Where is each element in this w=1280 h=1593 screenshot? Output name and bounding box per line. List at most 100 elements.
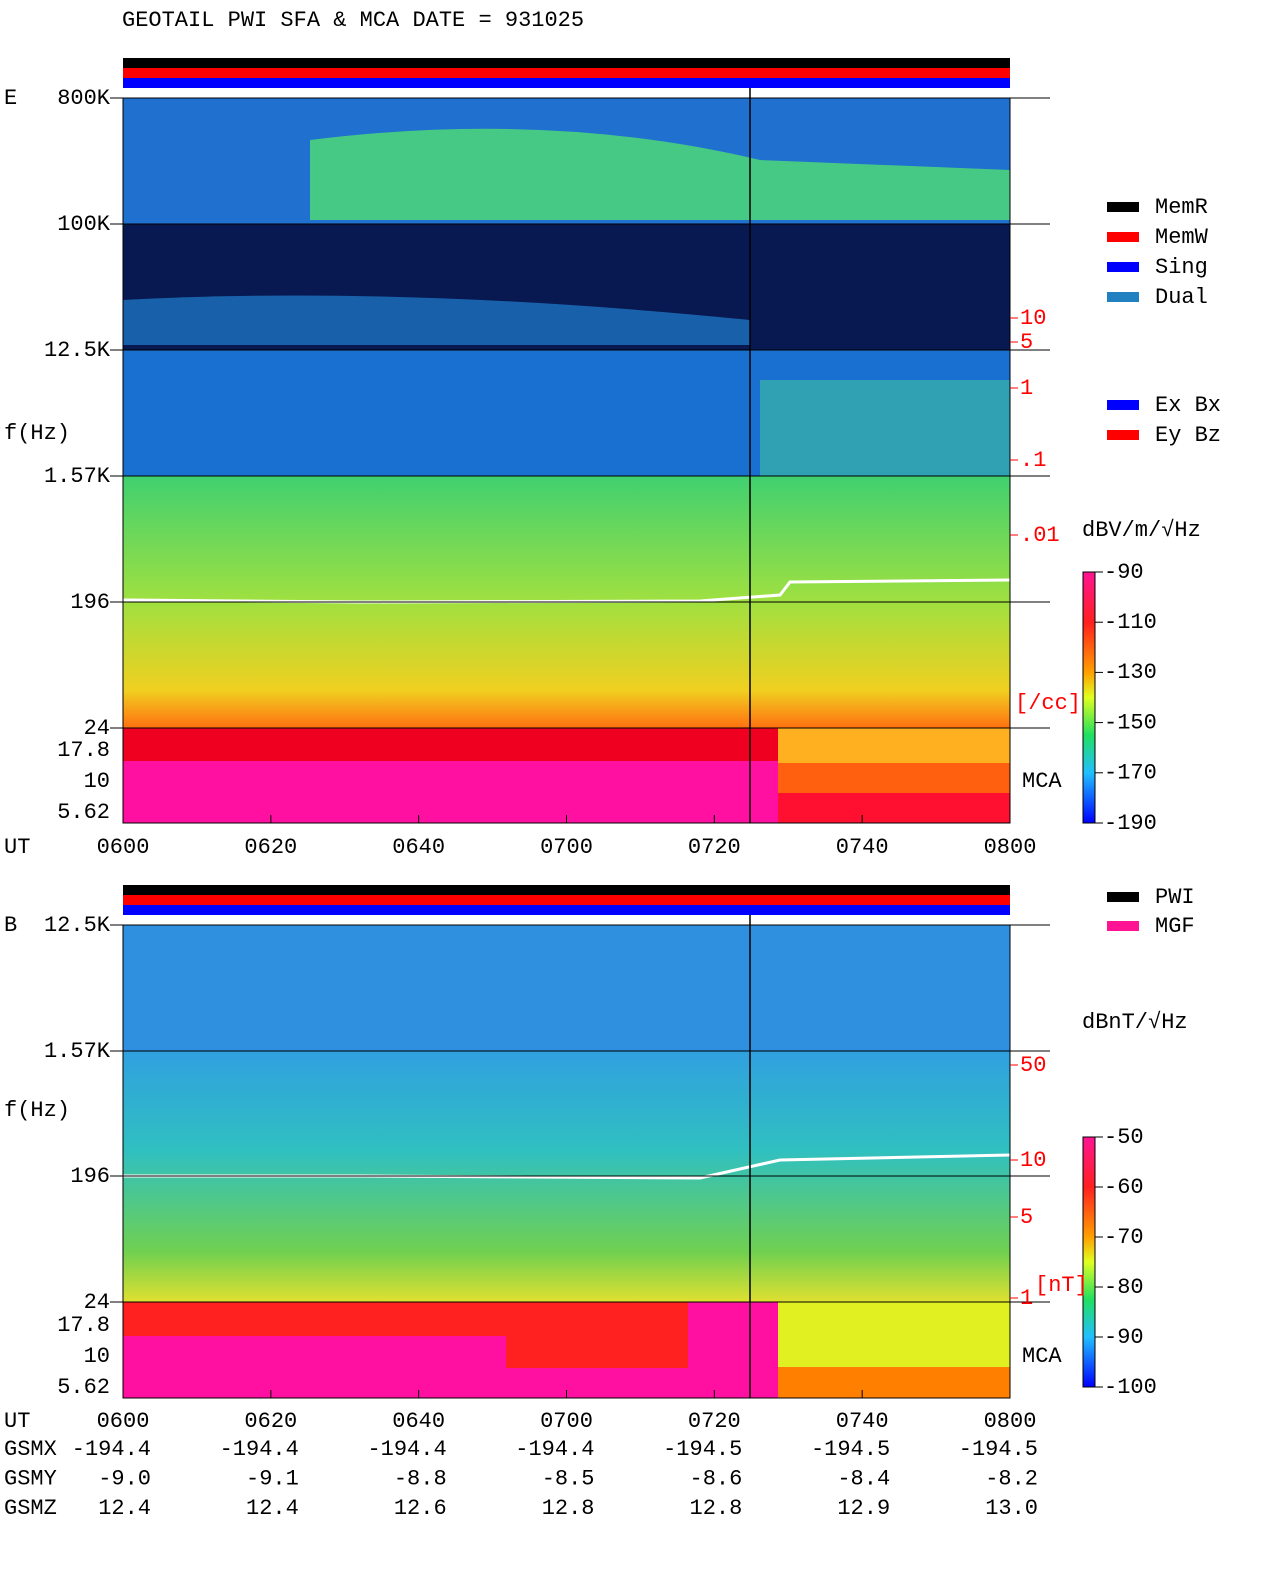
spectrogram-e — [122, 58, 1011, 823]
legend-label: MemR — [1155, 195, 1208, 220]
colorbar-tick-label: -100 — [1104, 1375, 1157, 1400]
x-tick-label: 0640 — [392, 1409, 445, 1434]
orbit-value: 12.8 — [542, 1496, 595, 1521]
legend-swatch — [1107, 430, 1139, 440]
x-tick-label: 0600 — [97, 835, 150, 860]
y-tick-label: 10 — [84, 769, 110, 794]
y-tick-label: 12.5K — [44, 338, 111, 363]
legend-swatch — [1107, 262, 1139, 272]
title: GEOTAIL PWI SFA & MCA DATE = 931025 — [122, 8, 584, 33]
legend-swatch — [1107, 202, 1139, 212]
y-tick-label: 17.8 — [57, 1313, 110, 1338]
y-tick-label: 196 — [70, 1164, 110, 1189]
x-tick-label: 0720 — [688, 835, 741, 860]
orbit-label: GSMY — [4, 1466, 57, 1491]
y-tick-label: 10 — [84, 1344, 110, 1369]
aux-tick-label: .01 — [1020, 523, 1060, 548]
legend-label: MemW — [1155, 225, 1209, 250]
orbit-value: 12.4 — [98, 1496, 151, 1521]
y-tick-label: 12.5K — [44, 913, 111, 938]
x-tick-label: 0720 — [688, 1409, 741, 1434]
x-tick-label: 0800 — [984, 835, 1037, 860]
legend-swatch — [1107, 921, 1139, 931]
legend-label: Sing — [1155, 255, 1208, 280]
x-tick-label: 0740 — [836, 835, 889, 860]
y-tick-label: 196 — [70, 590, 110, 615]
x-axis-label: UT — [4, 1409, 30, 1434]
x-tick-label: 0620 — [244, 835, 297, 860]
aux-tick-label: 5 — [1020, 330, 1033, 355]
orbit-value: 12.8 — [690, 1496, 743, 1521]
aux-tick-label: 1 — [1020, 1286, 1033, 1311]
legend-label: MGF — [1155, 914, 1195, 939]
orbit-value: -194.4 — [367, 1437, 446, 1462]
colorbar-e — [1082, 571, 1096, 824]
y-tick-label: 17.8 — [57, 738, 110, 763]
component-label: E — [4, 86, 17, 111]
y-axis-label: f(Hz) — [4, 1098, 70, 1123]
y-tick-label: 800K — [57, 86, 111, 111]
colorbar-tick-label: -90 — [1104, 560, 1144, 585]
legend-label: PWI — [1155, 885, 1195, 910]
aux-tick-label: .1 — [1020, 448, 1046, 473]
y-tick-label: 24 — [84, 716, 110, 741]
legend-label: Ex Bx — [1155, 393, 1221, 418]
orbit-value: 12.9 — [837, 1496, 890, 1521]
y-tick-label: 5.62 — [57, 800, 110, 825]
orbit-value: -9.0 — [98, 1466, 151, 1491]
orbit-value: 12.6 — [394, 1496, 447, 1521]
orbit-value: 13.0 — [985, 1496, 1038, 1521]
legend-swatch — [1107, 400, 1139, 410]
colorbar-tick-label: -90 — [1104, 1325, 1144, 1350]
orbit-value: -194.4 — [515, 1437, 594, 1462]
orbit-value: -194.5 — [959, 1437, 1038, 1462]
orbit-value: -8.5 — [542, 1466, 595, 1491]
legend-swatch — [1107, 892, 1139, 902]
x-tick-label: 0700 — [540, 835, 593, 860]
orbit-value: -8.4 — [837, 1466, 890, 1491]
orbit-value: -194.5 — [811, 1437, 890, 1462]
orbit-value: -8.8 — [394, 1466, 447, 1491]
x-tick-label: 0640 — [392, 835, 445, 860]
aux-tick-label: 10 — [1020, 306, 1046, 331]
x-tick-label: 0600 — [97, 1409, 150, 1434]
spectrogram-b — [123, 885, 1011, 1398]
mca-label: MCA — [1022, 1344, 1062, 1369]
orbit-value: -194.4 — [220, 1437, 299, 1462]
aux-tick-label: 50 — [1020, 1053, 1046, 1078]
y-axis-label: f(Hz) — [4, 421, 70, 446]
orbit-label: GSMX — [4, 1437, 57, 1462]
y-tick-label: 5.62 — [57, 1375, 110, 1400]
colorbar-unit: dBV/m/√Hz — [1082, 518, 1201, 543]
y-tick-label: 1.57K — [44, 464, 111, 489]
aux-tick-label: 10 — [1020, 1148, 1046, 1173]
colorbar-tick-label: -190 — [1104, 811, 1157, 836]
x-tick-label: 0700 — [540, 1409, 593, 1434]
status-bars — [123, 58, 1010, 915]
orbit-label: GSMZ — [4, 1496, 57, 1521]
colorbar-tick-label: -170 — [1104, 761, 1157, 786]
legend-label: Ey Bz — [1155, 423, 1221, 448]
legend-swatch — [1107, 232, 1139, 242]
legend-swatch — [1107, 292, 1139, 302]
orbit-value: -8.2 — [985, 1466, 1038, 1491]
orbit-value: 12.4 — [246, 1496, 299, 1521]
y-tick-label: 100K — [57, 212, 111, 237]
aux-unit: [nT] — [1035, 1273, 1088, 1298]
orbit-value: -194.4 — [72, 1437, 151, 1462]
x-tick-label: 0620 — [244, 1409, 297, 1434]
orbit-value: -8.6 — [690, 1466, 743, 1491]
aux-unit: [/cc] — [1015, 691, 1081, 716]
x-tick-label: 0740 — [836, 1409, 889, 1434]
x-tick-label: 0800 — [984, 1409, 1037, 1434]
mca-label: MCA — [1022, 769, 1062, 794]
colorbar-tick-label: -60 — [1104, 1175, 1144, 1200]
colorbar-unit: dBnT/√Hz — [1082, 1010, 1188, 1035]
colorbar-b — [1082, 1136, 1096, 1388]
colorbar-tick-label: -110 — [1104, 610, 1157, 635]
colorbar-tick-label: -80 — [1104, 1275, 1144, 1300]
legend-label: Dual — [1155, 285, 1208, 310]
aux-tick-label: 5 — [1020, 1205, 1033, 1230]
colorbar-tick-label: -50 — [1104, 1125, 1144, 1150]
